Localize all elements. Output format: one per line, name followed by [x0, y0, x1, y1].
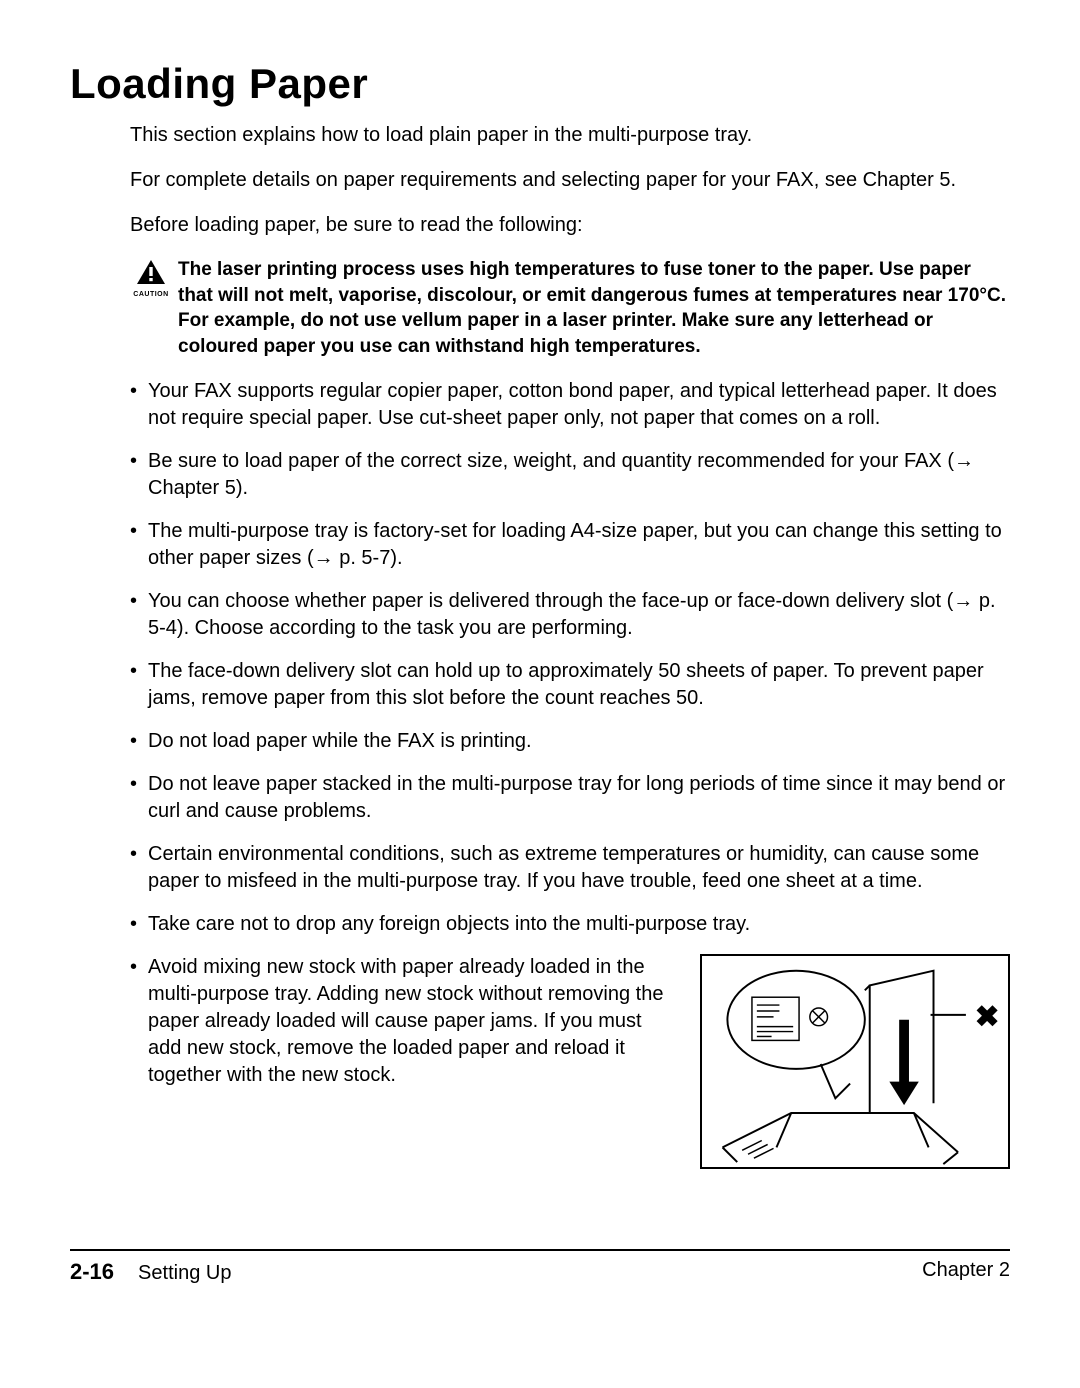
list-item-text: Avoid mixing new stock with paper alread… [148, 954, 670, 1089]
intro-paragraph-2: For complete details on paper requiremen… [130, 167, 1010, 194]
caution-block: CAUTION The laser printing process uses … [130, 257, 1010, 360]
body-content: This section explains how to load plain … [130, 122, 1010, 1169]
list-item: The face-down delivery slot can hold up … [130, 658, 1010, 712]
footer-section: Setting Up [138, 1262, 231, 1285]
page-number: 2-16 [70, 1259, 114, 1285]
list-item: Your FAX supports regular copier paper, … [130, 378, 1010, 432]
before-paragraph: Before loading paper, be sure to read th… [130, 212, 1010, 239]
footer-left: 2-16 Setting Up [70, 1259, 231, 1285]
list-item: Certain environmental conditions, such a… [130, 841, 1010, 895]
list-item: Do not load paper while the FAX is print… [130, 728, 1010, 755]
list-item: Be sure to load paper of the correct siz… [130, 448, 1010, 502]
list-item: The multi-purpose tray is factory-set fo… [130, 518, 1010, 572]
list-item: Take care not to drop any foreign object… [130, 911, 1010, 938]
footer-chapter: Chapter 2 [922, 1259, 1010, 1285]
bullet-list: Your FAX supports regular copier paper, … [130, 378, 1010, 1169]
caution-text: The laser printing process uses high tem… [172, 257, 1010, 360]
list-item: Avoid mixing new stock with paper alread… [130, 954, 1010, 1169]
page-title: Loading Paper [70, 60, 1010, 108]
list-item: Do not leave paper stacked in the multi-… [130, 771, 1010, 825]
figure-paper-load: ✖ [700, 954, 1010, 1169]
caution-icon: CAUTION [130, 257, 172, 298]
x-mark-icon: ✖ [975, 1000, 1000, 1033]
list-item: You can choose whether paper is delivere… [130, 588, 1010, 642]
intro-paragraph-1: This section explains how to load plain … [130, 122, 1010, 149]
page-footer: 2-16 Setting Up Chapter 2 [70, 1249, 1010, 1285]
document-page: Loading Paper This section explains how … [0, 0, 1080, 1388]
caution-label: CAUTION [130, 291, 172, 298]
